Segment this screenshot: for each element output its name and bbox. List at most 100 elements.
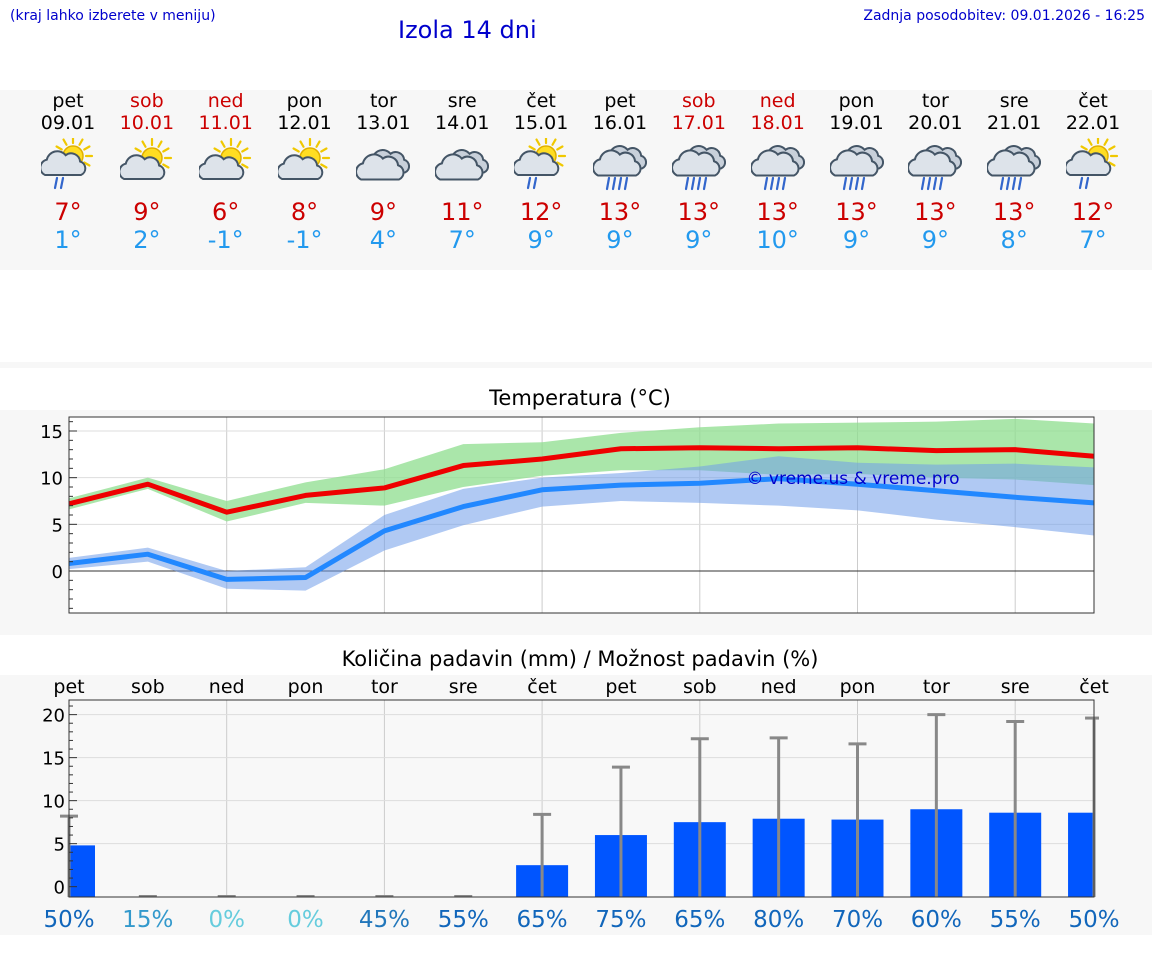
day-date: 20.01 (908, 112, 963, 134)
cloud-rain-icon (749, 138, 805, 192)
forecast-day: pon 12.01 8° -1° (265, 90, 345, 270)
day-name: čet (1078, 90, 1108, 112)
day-label: sob (131, 676, 165, 698)
min-temperature: 9° (921, 226, 949, 254)
forecast-day: sob 17.01 13° 9° (659, 90, 739, 270)
precipitation-probability: 15% (122, 907, 173, 933)
min-temperature: 4° (369, 226, 398, 254)
day-name: pon (838, 90, 875, 112)
day-label: čet (1079, 676, 1109, 698)
day-date: 22.01 (1065, 112, 1121, 134)
max-temperature-line (68, 445, 1095, 515)
min-temperature: 2° (133, 226, 161, 254)
y-tick-label: 15 (42, 749, 65, 770)
day-label: ned (209, 676, 245, 698)
forecast-day: sre 21.01 13° 8° (974, 90, 1054, 270)
cloud-rain-icon (591, 138, 647, 192)
y-tick-label: 20 (42, 706, 65, 727)
cloud-rain-icon (907, 138, 963, 192)
forecast-day: tor 20.01 13° 9° (895, 90, 975, 270)
min-temperature: -1° (207, 226, 244, 254)
forecast-strip: pet 09.01 7° 1° sob 10.01 9° 2° ned 11.01 6° -1° pon… (0, 90, 1152, 270)
forecast-day: čet 15.01 12° 9° (501, 90, 581, 270)
max-temperature: 9° (369, 198, 398, 226)
y-tick-label: 0 (52, 562, 63, 583)
day-date: 11.01 (198, 112, 253, 134)
day-name: sob (130, 90, 164, 112)
day-name: sre (447, 90, 477, 112)
y-tick-label: 5 (52, 515, 63, 536)
day-date: 10.01 (119, 112, 175, 134)
page-title: Izola 14 dni (398, 16, 537, 44)
min-temperature: 7° (448, 226, 476, 254)
forecast-day: sre 14.01 11° 7° (422, 90, 502, 270)
max-temperature: 13° (914, 198, 957, 226)
day-date: 09.01 (40, 112, 96, 134)
precipitation-probability: 0% (287, 907, 324, 933)
min-temperature: 9° (606, 226, 634, 254)
precipitation-probability: 65% (674, 907, 725, 933)
sun-cloud-icon (118, 137, 174, 192)
day-name: sre (999, 90, 1029, 112)
precipitation-probability: 50% (43, 907, 94, 933)
sun-cloud-rain-icon (1064, 135, 1120, 192)
day-name: ned (207, 90, 244, 112)
max-temperature: 8° (290, 198, 319, 226)
day-date: 12.01 (277, 112, 332, 134)
min-temperature: 9° (685, 226, 713, 254)
day-name: pet (52, 90, 84, 112)
day-label: čet (527, 676, 557, 698)
cloudy-icon (355, 138, 411, 192)
max-temperature: 7° (54, 198, 82, 226)
min-temperature: -1° (286, 226, 323, 254)
precipitation-probability: 45% (359, 907, 410, 933)
day-label: sre (1001, 676, 1030, 698)
cloudy-icon (434, 138, 490, 192)
min-temperature: 9° (527, 226, 555, 254)
min-temperature: 1° (54, 226, 82, 254)
day-date: 18.01 (750, 112, 805, 134)
min-temperature-range (69, 456, 1095, 591)
day-date: 15.01 (513, 112, 569, 134)
day-name: pon (286, 90, 323, 112)
y-tick-label: 10 (40, 469, 63, 490)
day-date: 17.01 (671, 112, 726, 134)
forecast-day: ned 18.01 13° 10° (738, 90, 818, 270)
cloud-rain-icon (828, 138, 884, 192)
forecast-day: čet 22.01 12° 7° (1053, 90, 1133, 270)
max-temperature: 9° (133, 198, 161, 226)
day-label: tor (923, 676, 950, 698)
day-label: pet (53, 676, 84, 698)
precipitation-probability: 60% (911, 907, 962, 933)
max-temperature: 11° (440, 198, 484, 226)
max-temperature: 13° (992, 198, 1036, 226)
min-temperature: 8° (1000, 226, 1028, 254)
day-date: 13.01 (356, 112, 411, 134)
max-temperature: 13° (677, 198, 721, 226)
precipitation-chart: pet sob ned pon tor sre čet pet sob ned pon tor sre č… (42, 676, 1120, 933)
max-temperature: 13° (598, 198, 642, 226)
min-temperature-line (68, 476, 1095, 582)
day-name: tor (921, 90, 949, 112)
forecast-day: ned 11.01 6° -1° (186, 90, 266, 270)
day-name: ned (759, 90, 796, 112)
day-label: ned (761, 676, 797, 698)
day-date: 14.01 (435, 112, 490, 134)
cloud-rain-icon (986, 138, 1042, 192)
precipitation-probability: 55% (438, 907, 489, 933)
min-temperature: 10° (756, 226, 799, 254)
day-date: 16.01 (592, 112, 648, 134)
last-update: Zadnja posodobitev: 09.01.2026 - 16:25 (863, 8, 1145, 24)
location-hint: (kraj lahko izberete v meniju) (10, 8, 216, 24)
day-name: čet (526, 90, 556, 112)
separator (0, 362, 1152, 368)
plot-frame (68, 699, 1095, 898)
max-temperature: 12° (519, 198, 563, 226)
sun-cloud-rain-icon (512, 135, 568, 192)
day-label: sob (683, 676, 717, 698)
day-label: pon (840, 676, 876, 698)
sun-cloud-rain-icon (39, 135, 95, 192)
precipitation-bar (1068, 812, 1094, 897)
forecast-day: tor 13.01 9° 4° (343, 90, 423, 270)
day-date: 21.01 (986, 112, 1042, 134)
